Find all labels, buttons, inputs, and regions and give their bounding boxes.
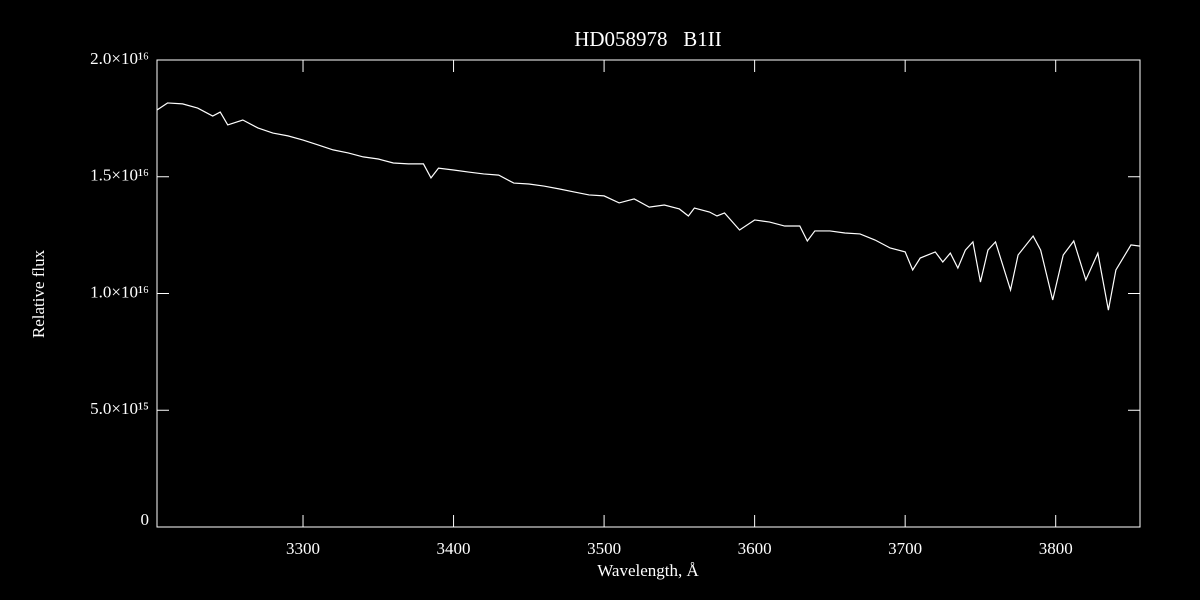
y-tick-label: 0 (141, 510, 150, 529)
chart-title: HD058978 B1II (574, 27, 722, 51)
x-axis-label: Wavelength, Å (597, 561, 699, 580)
y-tick-label: 2.0×10¹⁶ (90, 49, 149, 68)
x-tick-label: 3400 (437, 539, 471, 558)
x-tick-label: 3700 (888, 539, 922, 558)
spectrum-line (156, 102, 1141, 311)
y-tick-label: 1.5×10¹⁶ (90, 166, 149, 185)
x-tick-label: 3800 (1039, 539, 1073, 558)
x-tick-label: 3300 (286, 539, 320, 558)
plot-frame (156, 59, 1141, 528)
y-tick-label: 5.0×10¹⁵ (90, 399, 149, 418)
y-axis-label: Relative flux (29, 249, 48, 338)
x-tick-label: 3500 (587, 539, 621, 558)
x-tick-label: 3600 (738, 539, 772, 558)
y-tick-label: 1.0×10¹⁶ (90, 282, 149, 301)
